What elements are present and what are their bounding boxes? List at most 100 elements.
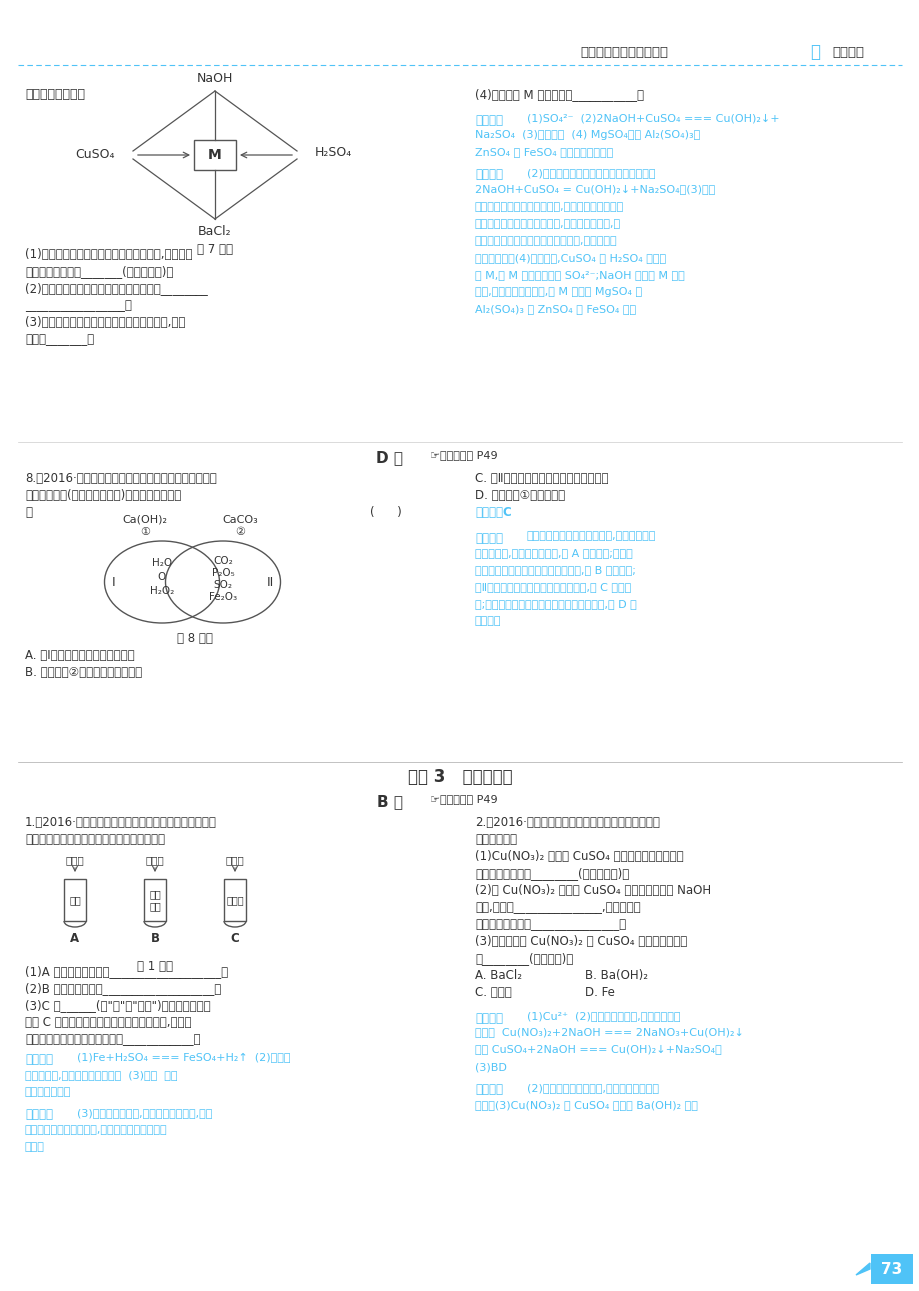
Text: 木炭粉: 木炭粉 (226, 895, 244, 905)
Text: 好完全反应。(4)由图可知,CuSO₄ 和 H₂SO₄ 均可生: 好完全反应。(4)由图可知,CuSO₄ 和 H₂SO₄ 均可生 (474, 253, 665, 263)
Text: D 类: D 类 (376, 451, 403, 465)
Text: 墨水与木炭粉充分混合后,观察到红色逐渐变淡或: 墨水与木炭粉充分混合后,观察到红色逐渐变淡或 (25, 1124, 167, 1135)
Text: 【答案】: 【答案】 (25, 1053, 53, 1066)
Bar (223, 879, 245, 920)
Text: 1.【2016·某爱知中学模拟】某小组同学在三种黑色粉末: 1.【2016·某爱知中学模拟】某小组同学在三种黑色粉末 (25, 816, 217, 829)
Text: 溶液,现象是_______________,任写一个反: 溶液,现象是_______________,任写一个反 (474, 901, 640, 914)
Text: 酸、碱、盐的性质及转化: 酸、碱、盐的性质及转化 (579, 45, 667, 58)
Text: 氧化
铜粉: 氧化 铜粉 (149, 889, 161, 910)
Text: B. Ba(OH)₂: B. Ba(OH)₂ (584, 970, 647, 982)
Text: 们的溶液中均含有_______(写离子符号)。: 们的溶液中均含有_______(写离子符号)。 (25, 265, 173, 278)
FancyBboxPatch shape (870, 1254, 912, 1285)
Text: 用澄清的石灰水来检验二氧化碳气体,故 B 选项正确;: 用澄清的石灰水来检验二氧化碳气体,故 B 选项正确; (474, 565, 635, 576)
Text: (      ): ( ) (369, 506, 402, 519)
Text: 题位十二: 题位十二 (831, 45, 863, 58)
Text: _________________。: _________________。 (25, 300, 131, 312)
Text: ☞见学生用书 P49: ☞见学生用书 P49 (429, 794, 497, 804)
Text: 圈Ⅱ中的化学反应说明氧气具有助燃性,故 C 选项错: 圈Ⅱ中的化学反应说明氧气具有助燃性,故 C 选项错 (474, 582, 630, 593)
Text: 逐滴滴加稀硫酸至红色恰好完全消失,证明二者恰: 逐滴滴加稀硫酸至红色恰好完全消失,证明二者恰 (474, 236, 617, 245)
Text: 末逐渐消失,溶液由无色变为蓝色  (3)不能  红色: 末逐渐消失,溶液由无色变为蓝色 (3)不能 红色 (25, 1070, 177, 1081)
Text: (4)写出一种 M 的化学式：___________。: (4)写出一种 M 的化学式：___________。 (474, 88, 643, 101)
Text: H₂SO₄: H₂SO₄ (314, 146, 352, 160)
Text: 反应,就需生成碱的沉淀,故 M 可能为 MgSO₄ 或: 反应,就需生成碱的沉淀,故 M 可能为 MgSO₄ 或 (474, 287, 641, 297)
Text: 有________(填字母号)。: 有________(填字母号)。 (474, 951, 573, 964)
Text: D. Fe: D. Fe (584, 986, 614, 999)
Text: 【答案】: 【答案】 (474, 114, 503, 127)
Text: 铁粉: 铁粉 (69, 895, 81, 905)
Text: 误;用氢氧化钙和碳酸钠反应可制得氢氧化钠,故 D 选: 误;用氢氧化钙和碳酸钠反应可制得氢氧化钠,故 D 选 (474, 599, 636, 609)
Text: 消失。: 消失。 (25, 1141, 45, 1152)
Text: (3)BD: (3)BD (474, 1062, 506, 1073)
Text: H₂O₂: H₂O₂ (150, 586, 174, 596)
Text: 【或 CuSO₄+2NaOH === Cu(OH)₂↓+Na₂SO₄】: 【或 CuSO₄+2NaOH === Cu(OH)₂↓+Na₂SO₄】 (474, 1046, 721, 1056)
Text: (1)A 中的反应方程式为___________________。: (1)A 中的反应方程式为___________________。 (25, 964, 228, 979)
Polygon shape (855, 1263, 869, 1276)
Text: 化钠与稀硫酸反应无明显现象,需借助酚酞溶液。往: 化钠与稀硫酸反应无明显现象,需借助酚酞溶液。往 (474, 201, 624, 212)
Text: C. 圈Ⅱ中的化学反应说明氧气具有可燃性: C. 圈Ⅱ中的化学反应说明氧气具有可燃性 (474, 473, 607, 485)
Text: 该加入_______。: 该加入_______。 (25, 333, 94, 346)
Text: ①: ① (140, 527, 150, 537)
Text: 是: 是 (25, 506, 32, 519)
Text: (2)B 中的实验现象是___________________。: (2)B 中的实验现象是___________________。 (25, 982, 221, 995)
Text: (3)C 中______(填"能"或"不能")发生化学反应。: (3)C 中______(填"能"或"不能")发生化学反应。 (25, 999, 210, 1012)
Text: NaOH: NaOH (197, 72, 233, 85)
Text: I: I (112, 576, 116, 589)
Text: A: A (71, 932, 79, 945)
Text: 为无色  Cu(NO₃)₂+2NaOH === 2NaNO₃+Cu(OH)₂↓: 为无色 Cu(NO₃)₂+2NaOH === 2NaNO₃+Cu(OH)₂↓ (474, 1029, 743, 1038)
Text: CO₂: CO₂ (213, 556, 233, 565)
Text: 【答案】: 【答案】 (474, 1012, 503, 1025)
Text: (3)要证明氢氧化钠溶液能与稀硫酸发生反应,还应: (3)要证明氢氧化钠溶液能与稀硫酸发生反应,还应 (25, 316, 185, 329)
Text: 逐渐变淡或消失: 逐渐变淡或消失 (25, 1087, 72, 1097)
Text: (2)硫酸铜与氢氧化钠反应的化学方程式为: (2)硫酸铜与氢氧化钠反应的化学方程式为 (527, 168, 654, 178)
Text: 请回答下列问题：: 请回答下列问题： (25, 88, 85, 101)
Text: 稀硫酸: 稀硫酸 (65, 855, 85, 865)
Text: Fe₂O₃: Fe₂O₃ (209, 593, 237, 602)
Text: 成 M,故 M 中很可能含有 SO₄²⁻;NaOH 也能和 M 发生: 成 M,故 M 中很可能含有 SO₄²⁻;NaOH 也能和 M 发生 (474, 270, 684, 280)
Text: (2)向 Cu(NO₃)₂ 溶液和 CuSO₄ 溶液中分别加入 NaOH: (2)向 Cu(NO₃)₂ 溶液和 CuSO₄ 溶液中分别加入 NaOH (474, 884, 710, 897)
Text: 第 7 题图: 第 7 题图 (197, 243, 233, 256)
Text: 生成。(3)Cu(NO₃)₂ 和 CuSO₄ 均能与 Ba(OH)₂ 发生: 生成。(3)Cu(NO₃)₂ 和 CuSO₄ 均能与 Ba(OH)₂ 发生 (474, 1100, 698, 1110)
Text: 【解析】: 【解析】 (474, 1083, 503, 1096)
Text: 8.【2016·某铁一中模拟】下图表示初中化学常见物质的: 8.【2016·某铁一中模拟】下图表示初中化学常见物质的 (25, 473, 217, 485)
Text: 【答案】C: 【答案】C (474, 506, 511, 519)
Text: CaCO₃: CaCO₃ (221, 515, 257, 525)
Text: (2)硫酸铜与氢氧化钠反应的化学方程式为________: (2)硫酸铜与氢氧化钠反应的化学方程式为________ (25, 281, 208, 296)
Text: B: B (151, 932, 159, 945)
Text: CuSO₄: CuSO₄ (75, 148, 115, 161)
Text: (1)Cu(NO₃)₂ 溶液和 CuSO₄ 溶液都为蓝色的原因是: (1)Cu(NO₃)₂ 溶液和 CuSO₄ 溶液都为蓝色的原因是 (474, 849, 683, 862)
Text: 项正确。: 项正确。 (474, 617, 501, 626)
Text: O: O (158, 572, 166, 582)
Text: 【解析】: 【解析】 (25, 1108, 53, 1121)
Text: 【解析】: 【解析】 (474, 532, 503, 545)
Text: Ca(OH)₂: Ca(OH)₂ (122, 515, 167, 525)
Text: 【解析】: 【解析】 (474, 168, 503, 181)
Text: C: C (231, 932, 239, 945)
Text: ②: ② (234, 527, 244, 537)
Text: B 类: B 类 (377, 794, 403, 809)
Text: II: II (267, 576, 273, 589)
Text: Al₂(SO₄)₃ 或 ZnSO₄ 或 FeSO₄ 等。: Al₂(SO₄)₃ 或 ZnSO₄ 或 FeSO₄ 等。 (474, 303, 635, 314)
Text: 稀硫酸: 稀硫酸 (145, 855, 165, 865)
Text: (3)木炭具有吸附性,可吸附水中的色素,故红: (3)木炭具有吸附性,可吸附水中的色素,故红 (77, 1108, 212, 1118)
Text: 《: 《 (809, 43, 819, 61)
Text: C. 稀盐酸: C. 稀盐酸 (474, 986, 511, 999)
Text: 氢氧化钠溶液中滴加酚酞溶液,酚酞溶液变红色,再: 氢氧化钠溶液中滴加酚酞溶液,酚酞溶液变红色,再 (474, 219, 620, 229)
Text: 2NaOH+CuSO₄ = Cu(OH)₂↓+Na₂SO₄。(3)氢氧: 2NaOH+CuSO₄ = Cu(OH)₂↓+Na₂SO₄。(3)氢氧 (474, 185, 714, 195)
Text: 稀硫酸: 稀硫酸 (225, 855, 244, 865)
Text: H₂O: H₂O (152, 558, 172, 568)
Text: 类型 3   实验综合类: 类型 3 实验综合类 (407, 768, 512, 786)
Text: (1)SO₄²⁻  (2)2NaOH+CuSO₄ === Cu(OH)₂↓+: (1)SO₄²⁻ (2)2NaOH+CuSO₄ === Cu(OH)₂↓+ (527, 114, 778, 124)
Text: (1)Fe+H₂SO₄ === FeSO₄+H₂↑  (2)黑色粉: (1)Fe+H₂SO₄ === FeSO₄+H₂↑ (2)黑色粉 (77, 1053, 290, 1064)
Text: 粉充分混合振荡试管后的现象是____________。: 粉充分混合振荡试管后的现象是____________。 (25, 1033, 200, 1046)
Text: (2)铜盐与可溶性碱反应,溶液中有蓝色沉淀: (2)铜盐与可溶性碱反应,溶液中有蓝色沉淀 (527, 1083, 658, 1093)
Text: 过氧化氢可分解制得水和氧气,水可分解制得: 过氧化氢可分解制得水和氧气,水可分解制得 (527, 532, 655, 541)
Bar (144, 879, 165, 920)
Text: (1)硫酸铜、稀硫酸都能与氯化钡溶液反应,是因为它: (1)硫酸铜、稀硫酸都能与氯化钡溶液反应,是因为它 (25, 248, 192, 261)
Text: P₂O₅: P₂O₅ (211, 568, 234, 578)
Text: BaCl₂: BaCl₂ (198, 225, 232, 238)
Text: B. 利用反应②可检验二氧化碳气体: B. 利用反应②可检验二氧化碳气体 (25, 666, 142, 679)
Text: D. 利用反应①可制得烧碱: D. 利用反应①可制得烧碱 (474, 489, 564, 502)
Text: 2.【2016·某爱知中学模拟】组成相似的盐有一些相似: 2.【2016·某爱知中学模拟】组成相似的盐有一些相似 (474, 816, 659, 829)
Text: 它们的溶液中都有________(填离子符号)。: 它们的溶液中都有________(填离子符号)。 (474, 868, 629, 880)
Text: 若将 C 中的稀硫酸换成滴有红墨水的水溶液,与木炭: 若将 C 中的稀硫酸换成滴有红墨水的水溶液,与木炭 (25, 1016, 191, 1029)
